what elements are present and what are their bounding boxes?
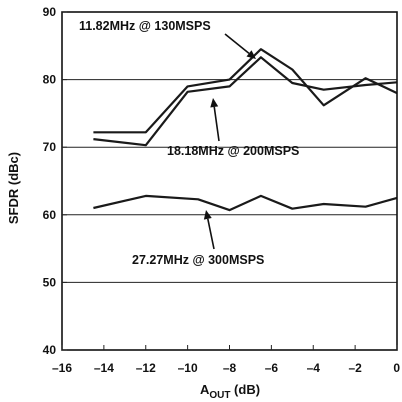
y-tick-label: 80 [43,73,57,87]
y-tick-label: 60 [43,208,57,222]
annotation-130msps: 11.82MHz @ 130MSPS [79,19,211,33]
arrow-200msps-head [210,98,219,108]
series-300msps-line [93,194,398,212]
arrow-130msps-head [246,50,256,59]
arrow-130msps-shaft [224,33,250,54]
x-tick-label: –8 [223,361,237,375]
x-axis-title-main: A [200,382,210,397]
y-tick-label: 70 [43,140,57,154]
grid-lines [62,79,397,283]
annotation-300msps: 27.27MHz @ 300MSPS [132,253,264,267]
arrow-300msps [203,210,215,250]
x-axis-title: AOUT (dB) [200,382,260,401]
arrow-300msps-shaft [207,218,215,250]
arrow-300msps-head [203,210,212,220]
y-tick-label: 90 [43,5,57,19]
annotation-200msps: 18.18MHz @ 200MSPS [167,144,299,158]
y-axis-title: SFDR (dBc) [6,152,21,224]
x-tick-label: –10 [178,361,198,375]
y-tick-label: 40 [43,343,57,357]
annotation-arrows [203,33,256,250]
x-tick-label: –14 [94,361,114,375]
x-tick-label: –16 [52,361,72,375]
x-tick-label: –4 [307,361,321,375]
series-200msps-line [93,56,398,147]
series-lines [93,48,398,212]
y-tick-label: 50 [43,275,57,289]
x-axis-title-subscript: OUT [209,390,230,401]
plot-frame [61,11,398,351]
x-tick-label: –12 [136,361,156,375]
tick-labels: –16 –14 –12 –10 –8 –6 –4 –2 0 40 50 60 70 80 90 [43,5,401,375]
x-tick-label: –6 [265,361,279,375]
x-tick-label: –2 [348,361,362,375]
arrow-200msps-shaft [213,106,220,142]
x-tick-label: 0 [393,361,400,375]
arrow-200msps [210,98,220,142]
x-axis-title-unit: (dB) [230,382,260,397]
arrow-130msps [224,33,256,59]
series-130msps-line [93,48,398,134]
